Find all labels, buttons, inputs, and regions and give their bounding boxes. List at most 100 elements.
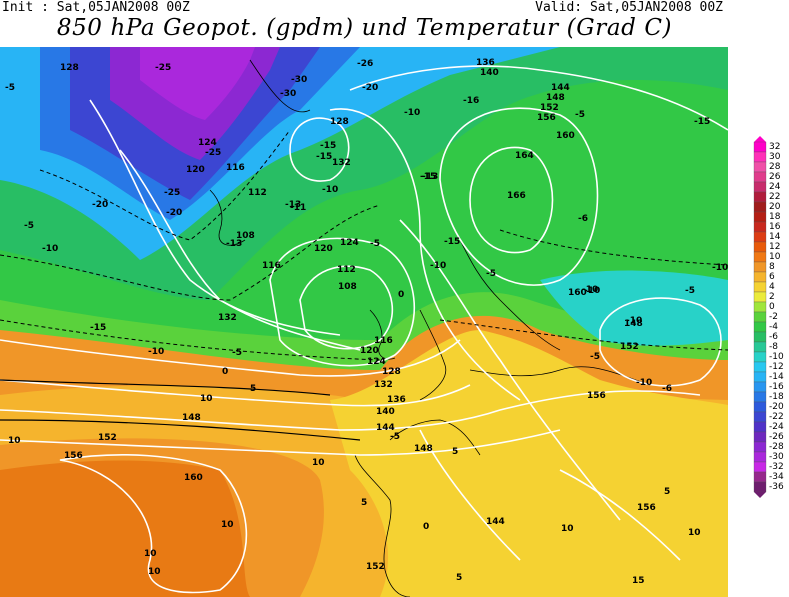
temp-label: 10	[8, 436, 21, 446]
temp-label: 10	[688, 528, 701, 538]
colorbar-tick-label: -36	[769, 482, 784, 492]
chart-title: 850 hPa Geopot. (gpdm) und Temperatur (G…	[56, 15, 673, 41]
colorbar-cell	[753, 451, 767, 463]
colorbar-cell	[753, 411, 767, 423]
temperature-labels: -5 -25 -30 -25 -20 -25 -20 -5 -10 -15 -1…	[5, 59, 728, 586]
temp-label: -5	[24, 221, 34, 231]
temp-label: -5	[5, 83, 15, 93]
colorbar-tick-label: 20	[769, 202, 781, 212]
colorbar-tick-label: -22	[769, 412, 784, 422]
gpdm-label: 152	[540, 103, 559, 113]
colorbar-bottom-arrow	[754, 492, 766, 498]
temp-label: -5	[685, 286, 695, 296]
gpdm-label: 116	[226, 163, 245, 173]
colorbar-cell	[753, 471, 767, 483]
gpdm-label: 156	[64, 451, 83, 461]
temperature-fill	[0, 47, 728, 597]
gpdm-label: 166	[507, 191, 526, 201]
temperature-isolines	[0, 129, 728, 361]
temp-label: 10	[312, 458, 325, 468]
temp-label: -5	[486, 269, 496, 279]
colorbar-tick-label: -12	[769, 362, 784, 372]
gpdm-label: 156	[537, 113, 556, 123]
temp-label: -5	[390, 432, 400, 442]
temp-label: -10	[322, 185, 338, 195]
colorbar-cell	[753, 261, 767, 273]
temp-label: 10	[148, 567, 161, 577]
gpdm-label: 132	[332, 158, 351, 168]
gpdm-label: 132	[218, 313, 237, 323]
temp-label: -25	[164, 188, 180, 198]
temp-label: -25	[205, 148, 221, 158]
fill-cyan-east	[540, 270, 728, 346]
gpdm-label: 112	[248, 188, 267, 198]
gpdm-label: 140	[480, 68, 499, 78]
temp-label: 5	[456, 573, 462, 583]
temp-label: 5	[250, 384, 256, 394]
gpdm-label: 116	[374, 336, 393, 346]
colorbar-tick-label: 8	[769, 262, 775, 272]
gpdm-label: 144	[376, 423, 395, 433]
gpdm-label: 140	[376, 407, 395, 417]
gpdm-label: 148	[624, 319, 643, 329]
temperature-colorbar	[753, 136, 767, 498]
colorbar-cell	[753, 181, 767, 193]
colorbar-tick-label: -28	[769, 442, 784, 452]
colorbar-cell	[753, 441, 767, 453]
gpdm-label: 136	[387, 395, 406, 405]
colorbar-tick-label: 12	[769, 242, 781, 252]
colorbar-cell	[753, 391, 767, 403]
gpdm-label: 128	[330, 117, 349, 127]
temp-label: -15	[316, 152, 332, 162]
fill-magenta	[140, 47, 255, 120]
temp-label: -6	[578, 214, 588, 224]
colorbar-cell	[753, 401, 767, 413]
gpdm-label: 160	[556, 131, 575, 141]
colorbar-cell	[753, 231, 767, 243]
colorbar-cell	[753, 481, 767, 493]
temp-label: -10	[582, 285, 598, 295]
coastlines	[209, 59, 651, 597]
weather-map[interactable]: 128 124 120 116 112 108 116 120 124 128 …	[0, 47, 728, 597]
fill-deep-orange	[0, 460, 250, 597]
temp-label: -10	[404, 108, 420, 118]
gpdm-label: 132	[374, 380, 393, 390]
colorbar-cell	[753, 271, 767, 283]
colorbar-tick-label: 32	[769, 142, 781, 152]
colorbar-cell	[753, 331, 767, 343]
colorbar-tick-label: -34	[769, 472, 784, 482]
colorbar-cell	[753, 311, 767, 323]
temp-label: -5	[370, 239, 380, 249]
colorbar-cell	[753, 371, 767, 383]
colorbar-tick-label: 10	[769, 252, 781, 262]
temp-label: -11	[290, 203, 306, 213]
colorbar-tick-label: 18	[769, 212, 781, 222]
temp-label: 0	[222, 367, 228, 377]
gpdm-label: 124	[367, 357, 386, 367]
gpdm-label: 120	[360, 346, 379, 356]
colorbar-tick-label: -20	[769, 402, 784, 412]
temp-label: 15	[632, 576, 645, 586]
colorbar-tick-label: 24	[769, 182, 781, 192]
gpdm-label: 144	[486, 517, 505, 527]
colorbar-cell	[753, 341, 767, 353]
colorbar-tick-label: 6	[769, 272, 775, 282]
valid-time-label: Valid: Sat,05JAN2008 00Z	[535, 0, 723, 15]
colorbar-cell	[753, 431, 767, 443]
gpdm-label: 152	[366, 562, 385, 572]
colorbar-tick-label: 4	[769, 282, 775, 292]
colorbar-cell	[753, 291, 767, 303]
temp-label: -30	[291, 75, 307, 85]
temp-label: 5	[361, 498, 367, 508]
temp-label: -16	[463, 96, 479, 106]
colorbar-cell	[753, 421, 767, 433]
geopotential-isolines	[0, 65, 728, 594]
colorbar-tick-label: 28	[769, 162, 781, 172]
temp-label: -30	[280, 89, 296, 99]
gpdm-label: 124	[340, 238, 359, 248]
colorbar-tick-label: -24	[769, 422, 784, 432]
colorbar-cell	[753, 151, 767, 163]
gpdm-label: 152	[620, 342, 639, 352]
colorbar-tick-label: -10	[769, 352, 784, 362]
colorbar-top-arrow	[754, 136, 766, 142]
